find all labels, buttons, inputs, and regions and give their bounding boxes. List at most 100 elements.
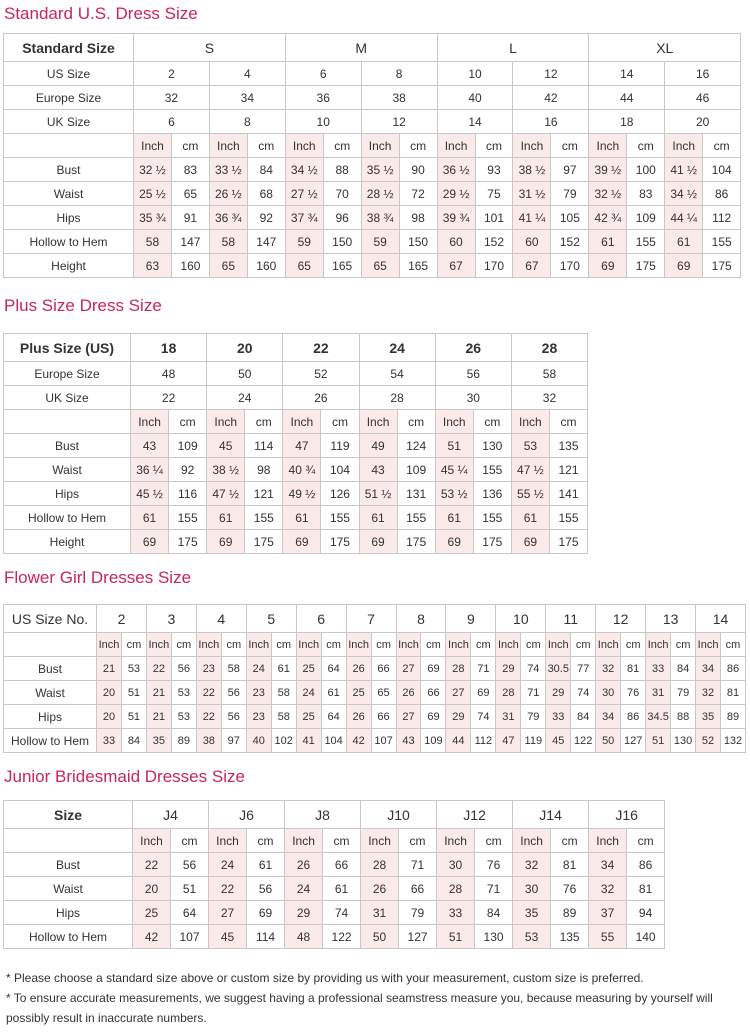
cm-value: 71 <box>470 656 497 681</box>
unit-inch: Inch <box>595 632 622 657</box>
cm-value: 165 <box>398 253 438 278</box>
unit-cm: cm <box>398 828 438 853</box>
row-label: Waist <box>3 876 133 901</box>
size-group: 4 <box>195 604 247 633</box>
row-label: Waist <box>3 457 131 482</box>
inch-value: 42 <box>345 728 372 753</box>
inch-value: 33 <box>436 900 476 925</box>
inch-value: 34 ½ <box>664 181 704 206</box>
inch-value: 25 <box>132 900 171 925</box>
cm-value: 175 <box>548 529 589 554</box>
row-label: Hips <box>3 205 134 230</box>
unit-row: Inch cm Inch cm Inch cm Inch cm Inch cm Inch cm Inch… <box>3 632 746 657</box>
unit-inch: Inch <box>295 632 322 657</box>
size-group: 13 <box>645 604 697 633</box>
row-label: Hips <box>3 900 133 925</box>
inch-value: 21 <box>96 656 122 681</box>
inch-value: 61 <box>282 505 322 530</box>
size-value: 42 <box>512 85 590 110</box>
inch-value: 26 <box>345 656 372 681</box>
size-value: 50 <box>206 361 284 386</box>
cm-value: 155 <box>626 229 666 254</box>
inch-value: 44 <box>445 728 472 753</box>
header-row: Standard Size S M L XL <box>3 33 742 62</box>
inch-value: 24 <box>295 680 322 705</box>
row-label: Bust <box>3 656 97 681</box>
unit-inch: Inch <box>358 409 398 434</box>
inch-value: 61 <box>129 505 170 530</box>
unit-row: Inch cm Inch cm Inch cm Inch cm Inch cm Inch cm <box>3 409 589 434</box>
cm-value: 81 <box>550 852 590 877</box>
cm-value: 165 <box>322 253 362 278</box>
header-label: Standard Size <box>3 33 134 62</box>
cm-value: 64 <box>320 656 347 681</box>
size-value: 22 <box>129 385 208 410</box>
cm-value: 86 <box>620 704 647 729</box>
row-label: UK Size <box>3 109 134 134</box>
size-value: 40 <box>436 85 514 110</box>
header-row: Size J4 J6 J8 J10 J12 J14 J16 <box>3 800 666 829</box>
cm-value: 175 <box>472 529 512 554</box>
unit-cm: cm <box>548 409 589 434</box>
inch-value: 43 <box>395 728 422 753</box>
inch-value: 24 <box>245 656 272 681</box>
inch-value: 55 <box>588 924 628 949</box>
row-label: Hips <box>3 481 131 506</box>
unit-inch: Inch <box>395 632 422 657</box>
unit-inch: Inch <box>512 133 552 158</box>
size-group: 3 <box>145 604 197 633</box>
unit-inch: Inch <box>445 632 472 657</box>
cm-value: 147 <box>246 229 286 254</box>
size-group: 2 <box>96 604 147 633</box>
inch-value: 59 <box>360 229 400 254</box>
size-value: 12 <box>512 61 590 86</box>
cm-value: 160 <box>246 253 286 278</box>
cm-value: 122 <box>570 728 597 753</box>
inch-value: 31 <box>360 900 400 925</box>
cm-value: 76 <box>620 680 647 705</box>
cm-value: 77 <box>570 656 597 681</box>
inch-value: 20 <box>96 704 122 729</box>
row-label: Europe Size <box>3 85 134 110</box>
inch-value: 34 ½ <box>284 157 324 182</box>
inch-value: 29 <box>284 900 324 925</box>
unit-inch: Inch <box>133 133 172 158</box>
measurement-row: Hollow to Hem 33 84 35 89 38 97 40 102 41 104 42 107… <box>3 728 746 753</box>
cm-value: 69 <box>420 656 447 681</box>
cm-value: 79 <box>520 704 547 729</box>
cm-value: 69 <box>470 680 497 705</box>
size-value: 14 <box>588 61 666 86</box>
cm-value: 83 <box>626 181 666 206</box>
unit-inch: Inch <box>96 632 122 657</box>
size-value: 58 <box>510 361 589 386</box>
unit-cm: cm <box>626 828 666 853</box>
unit-cm: cm <box>246 133 286 158</box>
inch-value: 26 <box>345 704 372 729</box>
inch-value: 32 <box>695 680 722 705</box>
cm-value: 131 <box>396 481 436 506</box>
cm-value: 74 <box>470 704 497 729</box>
cm-value: 58 <box>220 656 247 681</box>
row-label: Waist <box>3 181 134 206</box>
inch-value: 33 ½ <box>208 157 248 182</box>
cm-value: 84 <box>570 704 597 729</box>
inch-value: 40 ¾ <box>282 457 322 482</box>
measurement-row: Hollow to Hem 58 147 58 147 59 150 59 150 60 152 60… <box>3 229 742 254</box>
inch-value: 27 <box>395 704 422 729</box>
unit-inch: Inch <box>206 409 246 434</box>
inch-value: 36 ½ <box>436 157 476 182</box>
inch-value: 37 ¾ <box>284 205 324 230</box>
unit-inch: Inch <box>436 828 476 853</box>
measurement-row: Bust 21 53 22 56 23 58 24 61 25 64 26 66 27 69 28 71 29 74… <box>3 656 746 681</box>
unit-cm: cm <box>270 632 297 657</box>
size-value: 32 <box>510 385 589 410</box>
inch-value: 69 <box>282 529 322 554</box>
header-label: US Size No. <box>3 604 97 633</box>
inch-value: 20 <box>96 680 122 705</box>
section-title: Plus Size Dress Size <box>4 296 162 315</box>
cm-value: 104 <box>320 728 347 753</box>
cm-value: 53 <box>120 656 147 681</box>
unit-cm: cm <box>474 133 514 158</box>
cm-value: 107 <box>169 924 210 949</box>
